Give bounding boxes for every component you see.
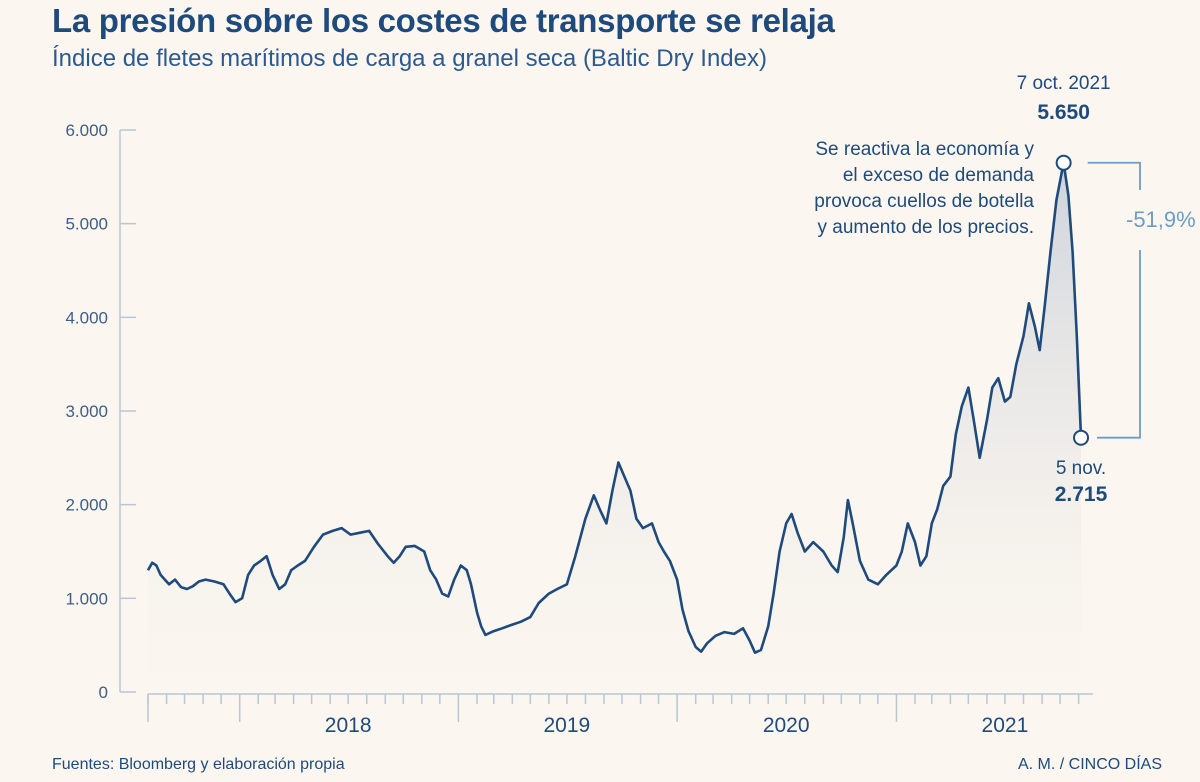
credit-note: A. M. / CINCO DÍAS bbox=[1017, 756, 1162, 773]
y-tick-label: 6.000 bbox=[65, 121, 108, 140]
year-label: 2020 bbox=[763, 714, 810, 737]
note-line: el exceso de demanda bbox=[843, 165, 1035, 186]
last-date-label: 5 nov. bbox=[1056, 458, 1106, 479]
source-note: Fuentes: Bloomberg y elaboración propia bbox=[52, 756, 345, 773]
y-tick-label: 5.000 bbox=[65, 215, 108, 234]
y-tick-label: 1.000 bbox=[65, 589, 108, 608]
annotations: -51,9% 7 oct. 2021 5.650 5 nov. 2.715 Se reac… bbox=[814, 73, 1195, 506]
last-value-label: 2.715 bbox=[1055, 483, 1108, 506]
peak-date-label: 7 oct. 2021 bbox=[1017, 73, 1111, 94]
year-label: 2018 bbox=[325, 714, 372, 737]
series-area bbox=[148, 162, 1081, 693]
y-tick-label: 3.000 bbox=[65, 402, 108, 421]
chart-title: La presión sobre los costes de transport… bbox=[52, 2, 835, 39]
year-label: 2019 bbox=[544, 714, 591, 737]
note-line: y aumento de los precios. bbox=[817, 217, 1034, 238]
change-label-bg bbox=[1122, 190, 1182, 250]
change-bracket bbox=[1087, 161, 1141, 439]
chart-subtitle: Índice de fletes marítimos de carga a gr… bbox=[52, 45, 767, 72]
note-line: provoca cuellos de botella bbox=[814, 191, 1034, 212]
year-label: 2021 bbox=[982, 714, 1029, 737]
peak-marker bbox=[1055, 154, 1072, 171]
y-tick-label: 0 bbox=[99, 683, 108, 702]
change-label: -51,9% bbox=[1126, 207, 1196, 232]
peak-value-label: 5.650 bbox=[1037, 101, 1090, 124]
series-line bbox=[146, 161, 1083, 654]
y-tick-label: 2.000 bbox=[65, 496, 108, 515]
y-tick-label: 4.000 bbox=[65, 308, 108, 327]
x-axis: 2018 2019 2020 2021 bbox=[147, 693, 1093, 737]
last-marker bbox=[1073, 429, 1090, 446]
y-axis: 0 1.000 2.000 3.000 4.000 5.000 6.000 bbox=[65, 121, 136, 702]
note-line: Se reactiva la economía y bbox=[815, 139, 1034, 160]
